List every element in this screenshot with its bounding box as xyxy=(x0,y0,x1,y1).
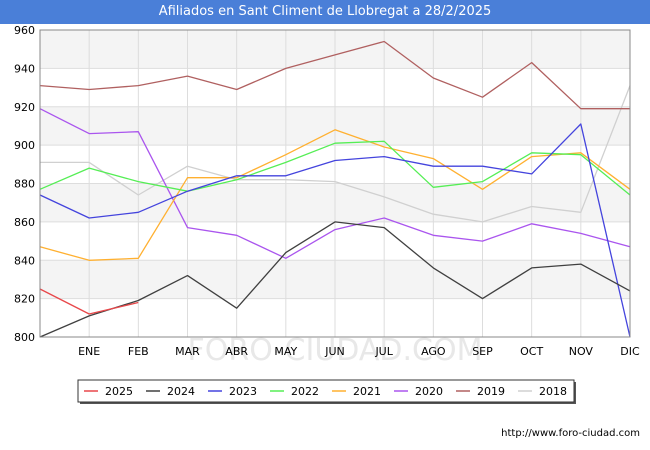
legend-label-2022: 2022 xyxy=(291,385,319,398)
footer-url: http://www.foro-ciudad.com xyxy=(501,428,640,439)
series-line-2024 xyxy=(39,221,631,338)
x-tick-label: MAY xyxy=(274,345,297,358)
y-tick-label: 840 xyxy=(14,254,35,267)
x-tick-label: JUN xyxy=(324,345,345,358)
y-tick-label: 940 xyxy=(14,62,35,75)
x-tick-label: AGO xyxy=(421,345,446,358)
x-tick-label: ABR xyxy=(225,345,248,358)
y-tick-label: 860 xyxy=(14,216,35,229)
series-line-2019 xyxy=(39,40,630,110)
legend: 2025 2024 2023 2022 2021 2020 2019 2018 xyxy=(77,379,576,404)
legend-box xyxy=(77,379,575,403)
plot-frame xyxy=(39,29,631,338)
y-tick-label: 820 xyxy=(14,293,35,306)
x-tick-label: NOV xyxy=(569,345,594,358)
legend-label-2019: 2019 xyxy=(477,385,505,398)
y-tick-label: 880 xyxy=(14,178,35,191)
series-line-2025 xyxy=(39,288,139,315)
x-tick-label: SEP xyxy=(472,345,493,358)
legend-label-2020: 2020 xyxy=(415,385,443,398)
series-line-2020 xyxy=(39,108,631,259)
legend-label-2018: 2018 xyxy=(539,385,567,398)
watermark: FORO-CIUDAD.COM xyxy=(188,333,483,368)
x-tick-label: DIC xyxy=(620,345,640,358)
x-tick-label: JUL xyxy=(374,345,393,358)
y-axis-ticks: 800 820 840 860 880 900 920 940 960 xyxy=(14,24,35,344)
y-tick-label: 920 xyxy=(14,101,35,114)
x-axis-ticks: ENE FEB MAR ABR MAY JUN JUL AGO SEP OCT NOV DIC xyxy=(78,345,640,358)
legend-label-2021: 2021 xyxy=(353,385,381,398)
y-tick-label: 960 xyxy=(14,24,35,37)
series-layer xyxy=(39,40,631,338)
x-tick-label: FEB xyxy=(128,345,149,358)
series-line-2022 xyxy=(39,140,631,196)
y-tick-label: 800 xyxy=(14,331,35,344)
series-line-2021 xyxy=(39,129,631,261)
series-line-2018 xyxy=(40,85,631,223)
x-tick-label: ENE xyxy=(78,345,100,358)
legend-label-2024: 2024 xyxy=(167,385,195,398)
series-line-2023 xyxy=(39,123,631,338)
legend-label-2025: 2025 xyxy=(105,385,133,398)
y-tick-label: 900 xyxy=(14,139,35,152)
chart-title: Afiliados en Sant Climent de Llobregat a… xyxy=(0,0,650,24)
x-tick-label: OCT xyxy=(520,345,543,358)
legend-label-2023: 2023 xyxy=(229,385,257,398)
x-tick-label: MAR xyxy=(175,345,200,358)
